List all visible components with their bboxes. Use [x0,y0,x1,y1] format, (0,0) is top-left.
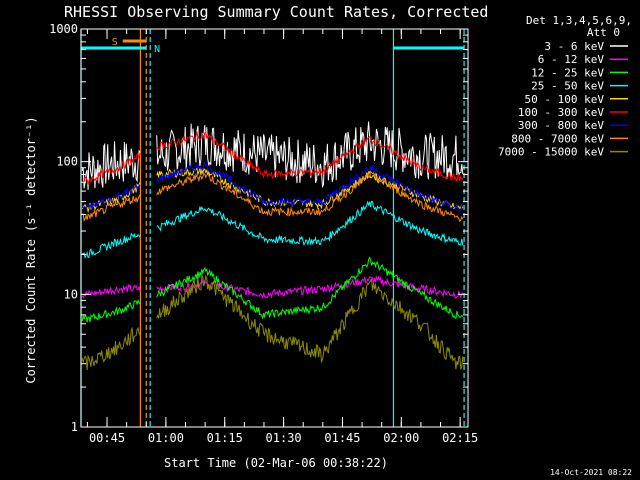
series-0-segment-0 [81,141,141,190]
chart-title: RHESSI Observing Summary Count Rates, Co… [64,3,488,21]
y-tick-label-3: 1000 [49,22,78,36]
x-tick-label-2: 01:15 [207,431,243,445]
legend-header-line-1: Det 1,3,4,5,6,9, [526,14,632,27]
series-1-segment-1 [156,275,464,299]
series-3-segment-1 [156,200,464,246]
legend-entry-0: 3 - 6 keV [544,40,604,53]
legend-header-line-2: Att 0 [587,26,620,39]
legend-entry-8: 7000 - 15000 keV [498,146,604,159]
y-tick-label-1: 10 [64,287,78,301]
y-axis-label: Corrected Count Rate (s⁻¹ detector⁻¹) [24,116,38,383]
series-5-segment-0 [81,152,141,186]
legend-entry-1: 6 - 12 keV [538,53,605,66]
series-2-segment-0 [81,299,141,323]
x-tick-label-3: 01:30 [266,431,302,445]
saa-label: S [112,37,118,48]
series-2-segment-1 [156,256,464,320]
x-tick-label-1: 01:00 [148,431,184,445]
legend-entry-7: 800 - 7000 keV [511,132,604,145]
series-4-segment-0 [81,181,141,214]
legend-entry-2: 12 - 25 keV [531,66,604,79]
axes: 1 10 100 1000 00:45 01:00 01:15 01:30 01:45 02:00… [49,22,478,445]
series-3-segment-0 [82,232,141,259]
plot-frame [80,28,469,428]
series-8-segment-1 [156,274,464,371]
night-label: N [154,44,160,55]
x-axis-label: Start Time (02-Mar-06 00:38:22) [164,456,388,470]
series-1-segment-0 [81,283,141,299]
legend-entry-5: 100 - 300 keV [518,106,604,119]
series-6-segment-1 [156,160,464,213]
series-4-segment-1 [156,167,464,210]
footer-date: 14-Oct-2021 08:22 [550,468,632,477]
legend-entry-3: 25 - 50 keV [531,80,604,93]
legend-entry-6: 300 - 800 keV [518,119,604,132]
plot-layer: SN [80,29,465,427]
x-tick-label-6: 02:15 [442,431,478,445]
series-7-segment-0 [82,194,141,222]
y-tick-label-2: 100 [56,155,78,169]
series-7-segment-1 [156,170,464,223]
series-0-segment-1 [156,121,464,189]
x-tick-label-5: 02:00 [383,431,419,445]
series-6-segment-0 [81,183,141,210]
y-tick-label-0: 1 [71,420,78,434]
series-8-segment-0 [81,326,141,371]
x-tick-label-0: 00:45 [89,431,125,445]
series-5-segment-1 [156,130,463,182]
x-tick-label-4: 01:45 [324,431,360,445]
legend-entry-4: 50 - 100 keV [525,93,605,106]
